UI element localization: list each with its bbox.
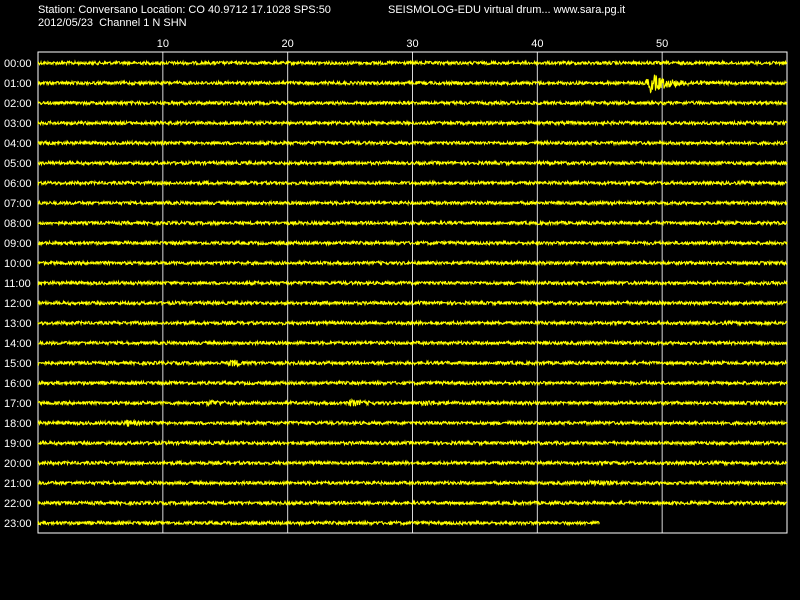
hour-label: 19:00	[4, 438, 32, 450]
trace-row	[37, 159, 788, 167]
trace-row	[37, 319, 788, 327]
hour-label: 00:00	[4, 58, 32, 70]
trace-row	[37, 119, 788, 127]
trace-row	[37, 439, 788, 447]
hour-label: 06:00	[4, 178, 32, 190]
x-tick-label: 50	[656, 38, 668, 50]
hour-label: 10:00	[4, 258, 32, 270]
date-channel-info: 2012/05/23 Channel 1 N SHN	[38, 17, 187, 29]
trace-row	[37, 239, 788, 247]
hour-label: 01:00	[4, 78, 32, 90]
hour-label: 20:00	[4, 458, 32, 470]
trace-row	[37, 339, 788, 347]
trace-row	[37, 499, 788, 507]
hour-label: 22:00	[4, 498, 32, 510]
hour-label: 08:00	[4, 218, 32, 230]
x-tick-label: 30	[406, 38, 418, 50]
trace-row	[37, 459, 788, 467]
x-tick-label: 40	[531, 38, 543, 50]
hour-label: 09:00	[4, 238, 32, 250]
hour-label: 02:00	[4, 98, 32, 110]
hour-label: 04:00	[4, 138, 32, 150]
trace-row	[37, 479, 788, 487]
trace-row	[37, 259, 788, 267]
trace-row	[37, 379, 788, 387]
hour-label: 07:00	[4, 198, 32, 210]
hour-label: 18:00	[4, 418, 32, 430]
hour-label: 13:00	[4, 318, 32, 330]
hour-label: 14:00	[4, 338, 32, 350]
hour-label: 05:00	[4, 158, 32, 170]
hour-label: 12:00	[4, 298, 32, 310]
hour-label: 17:00	[4, 398, 32, 410]
trace-row	[37, 279, 788, 287]
trace-row	[37, 359, 788, 368]
trace-row	[37, 99, 788, 107]
x-tick-label: 20	[282, 38, 294, 50]
hour-label: 23:00	[4, 518, 32, 530]
trace-row	[37, 519, 600, 527]
x-tick-label: 10	[157, 38, 169, 50]
trace-row	[37, 59, 788, 67]
hour-label: 03:00	[4, 118, 32, 130]
drum-title: SEISMOLOG-EDU virtual drum... www.sara.p…	[388, 4, 626, 16]
trace-row	[37, 139, 788, 147]
hour-label: 11:00	[4, 278, 31, 290]
trace-row	[37, 74, 788, 94]
trace-row	[37, 299, 788, 307]
trace-row	[37, 219, 788, 227]
hour-label: 21:00	[4, 478, 32, 490]
trace-row	[37, 199, 788, 207]
trace-row	[37, 179, 788, 187]
trace-row	[37, 398, 788, 408]
hour-label: 16:00	[4, 378, 32, 390]
trace-row	[37, 418, 788, 427]
hour-label: 15:00	[4, 358, 32, 370]
station-info: Station: Conversano Location: CO 40.9712…	[38, 4, 331, 16]
